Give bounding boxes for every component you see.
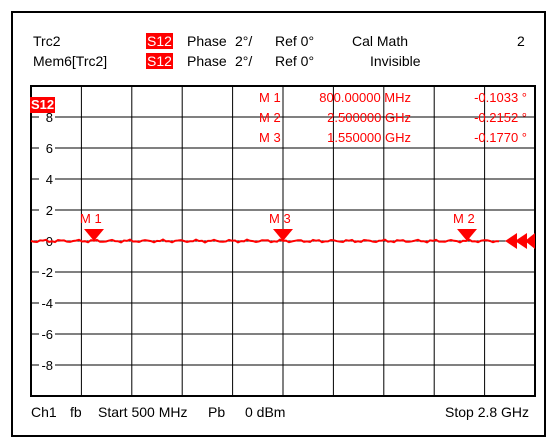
y-axis-label: 4 xyxy=(46,172,53,187)
marker-readout-value: -0.1770 ° xyxy=(474,130,527,145)
marker-tag: M 1 xyxy=(80,211,102,226)
plot-trace-badge[interactable]: S12 xyxy=(30,97,56,113)
reference-arrow-icon[interactable] xyxy=(505,233,535,249)
param-badge[interactable]: S12 xyxy=(146,33,173,49)
memory-trace-name[interactable]: Mem6[Trc2] xyxy=(33,53,108,69)
start-frequency[interactable]: Start 500 MHz xyxy=(98,404,188,420)
trace-name[interactable]: Trc2 xyxy=(33,33,61,49)
marker-triangle-icon[interactable] xyxy=(84,229,104,241)
memory-format-label[interactable]: Phase xyxy=(187,53,227,69)
y-axis-label: -2 xyxy=(41,265,53,280)
marker-triangle-icon[interactable] xyxy=(273,229,293,241)
marker-group: M 1 M 3 M 2 xyxy=(80,211,477,241)
marker-readout: M 1 800.00000 MHz -0.1033 ° M 2 2.500000 GHz… xyxy=(259,90,527,145)
sweep-label[interactable]: fb xyxy=(70,404,82,420)
y-axis-label: -4 xyxy=(41,296,53,311)
marker-triangle-icon[interactable] xyxy=(457,229,477,241)
marker-readout-stimulus: 2.500000 GHz xyxy=(327,110,411,125)
y-axis-label: -6 xyxy=(41,327,53,342)
trace-count: 2 xyxy=(517,33,525,49)
y-label-background xyxy=(39,203,55,217)
marker-readout-label: M 3 xyxy=(259,130,281,145)
power-label[interactable]: Pb xyxy=(208,404,226,420)
y-label-background xyxy=(39,327,55,341)
stop-frequency[interactable]: Stop 2.8 GHz xyxy=(445,404,530,420)
memory-ref-label[interactable]: Ref 0° xyxy=(275,53,315,69)
y-label-background xyxy=(39,141,55,155)
y-axis-label: 8 xyxy=(46,110,53,125)
power-level[interactable]: 0 dBm xyxy=(245,404,286,420)
y-axis-label: 6 xyxy=(46,141,53,156)
trace-s12 xyxy=(30,233,535,249)
scale-label[interactable]: 2°/ xyxy=(235,33,253,49)
marker-readout-label: M 1 xyxy=(259,90,281,105)
y-axis-label: 2 xyxy=(46,203,53,218)
marker-readout-value: -0.2152 ° xyxy=(474,110,527,125)
trace-line xyxy=(30,238,499,244)
memory-param-badge[interactable]: S12 xyxy=(146,53,173,69)
marker-tag: M 2 xyxy=(453,211,475,226)
marker-readout-label: M 2 xyxy=(259,110,281,125)
marker-readout-value: -0.1033 ° xyxy=(474,90,527,105)
y-label-background xyxy=(39,172,55,186)
marker-readout-stimulus: 1.550000 GHz xyxy=(327,130,411,145)
channel-label[interactable]: Ch1 xyxy=(31,404,57,420)
marker-readout-stimulus: 800.00000 MHz xyxy=(319,90,411,105)
y-axis-label: -8 xyxy=(41,358,53,373)
memory-scale-label[interactable]: 2°/ xyxy=(235,53,253,69)
trace-status: Cal Math xyxy=(352,33,409,49)
y-label-background xyxy=(39,110,55,124)
format-label[interactable]: Phase xyxy=(187,33,227,49)
y-label-background xyxy=(39,265,55,279)
y-label-background xyxy=(39,358,55,372)
memory-trace-status: Invisible xyxy=(370,53,421,69)
ref-label[interactable]: Ref 0° xyxy=(275,33,315,49)
marker-tag: M 3 xyxy=(269,211,291,226)
y-label-background xyxy=(39,296,55,310)
